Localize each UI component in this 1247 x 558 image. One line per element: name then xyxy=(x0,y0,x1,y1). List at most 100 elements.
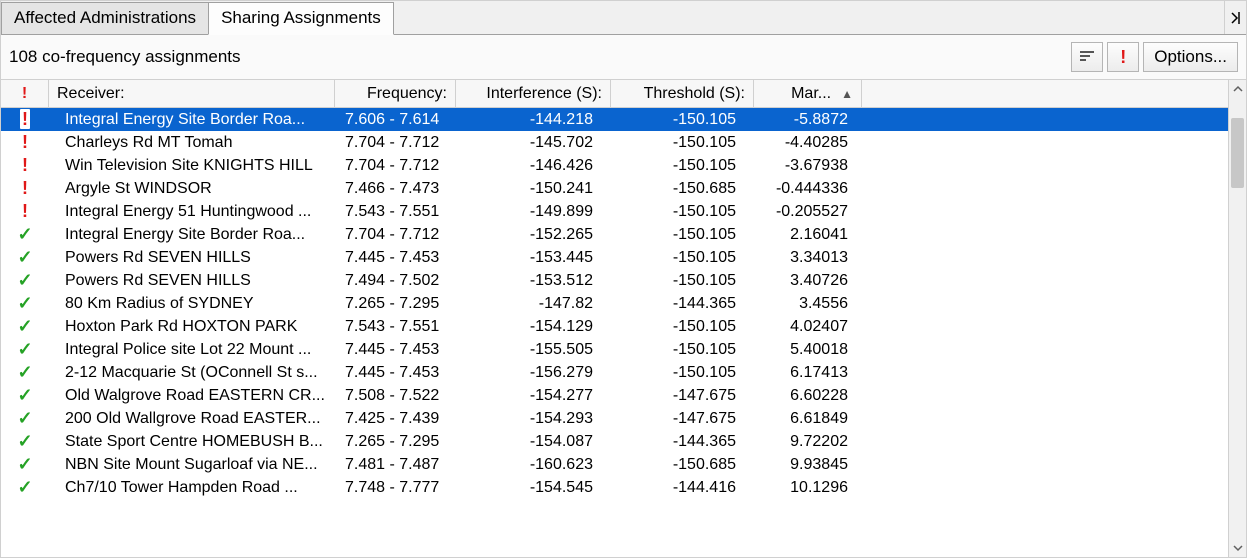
receiver-cell: Integral Police site Lot 22 Mount ... xyxy=(49,341,335,359)
exclamation-icon: ! xyxy=(22,201,28,221)
panel-root: Affected Administrations Sharing Assignm… xyxy=(0,0,1247,558)
margin-cell: 6.60228 xyxy=(754,387,862,405)
column-header-interference[interactable]: Interference (S): xyxy=(456,80,611,107)
receiver-cell: Powers Rd SEVEN HILLS xyxy=(49,249,335,267)
status-cell: ! xyxy=(1,155,49,176)
check-icon: ✓ xyxy=(17,293,32,313)
receiver-cell: Charleys Rd MT Tomah xyxy=(49,134,335,152)
exclamation-icon: ! xyxy=(20,109,30,129)
table-row[interactable]: ✓NBN Site Mount Sugarloaf via NE...7.481… xyxy=(1,453,1228,476)
scroll-down-button[interactable] xyxy=(1229,539,1246,557)
table-row[interactable]: !Win Television Site KNIGHTS HILL7.704 -… xyxy=(1,154,1228,177)
check-icon: ✓ xyxy=(17,454,32,474)
frequency-cell: 7.265 - 7.295 xyxy=(335,295,456,313)
interference-cell: -160.623 xyxy=(456,456,611,474)
frequency-cell: 7.704 - 7.712 xyxy=(335,226,456,244)
tab-strip: Affected Administrations Sharing Assignm… xyxy=(1,1,1246,35)
interference-cell: -152.265 xyxy=(456,226,611,244)
table-row[interactable]: ✓200 Old Wallgrove Road EASTER...7.425 -… xyxy=(1,407,1228,430)
warnings-tool-button[interactable]: ! xyxy=(1107,42,1139,72)
table-row[interactable]: ✓Powers Rd SEVEN HILLS7.494 - 7.502-153.… xyxy=(1,269,1228,292)
margin-cell: 4.02407 xyxy=(754,318,862,336)
options-button[interactable]: Options... xyxy=(1143,42,1238,72)
receiver-cell: Powers Rd SEVEN HILLS xyxy=(49,272,335,290)
tab-overflow-button[interactable] xyxy=(1224,1,1246,34)
exclamation-icon: ! xyxy=(22,132,28,152)
interference-cell: -153.445 xyxy=(456,249,611,267)
frequency-cell: 7.494 - 7.502 xyxy=(335,272,456,290)
status-cell: ✓ xyxy=(1,293,49,314)
frequency-cell: 7.445 - 7.453 xyxy=(335,364,456,382)
table-row[interactable]: ✓Integral Police site Lot 22 Mount ...7.… xyxy=(1,338,1228,361)
interference-cell: -149.899 xyxy=(456,203,611,221)
scroll-up-button[interactable] xyxy=(1229,80,1246,98)
table-row[interactable]: ✓Ch7/10 Tower Hampden Road ...7.748 - 7.… xyxy=(1,476,1228,499)
status-cell: ✓ xyxy=(1,316,49,337)
frequency-cell: 7.543 - 7.551 xyxy=(335,318,456,336)
table-row[interactable]: ✓Integral Energy Site Border Roa...7.704… xyxy=(1,223,1228,246)
margin-cell: 10.1296 xyxy=(754,479,862,497)
check-icon: ✓ xyxy=(17,408,32,428)
scroll-thumb[interactable] xyxy=(1231,118,1244,188)
check-icon: ✓ xyxy=(17,431,32,451)
margin-cell: 9.72202 xyxy=(754,433,862,451)
check-icon: ✓ xyxy=(17,385,32,405)
status-cell: ✓ xyxy=(1,247,49,268)
frequency-cell: 7.425 - 7.439 xyxy=(335,410,456,428)
scroll-track[interactable] xyxy=(1229,98,1246,539)
threshold-cell: -150.105 xyxy=(611,249,754,267)
table-row[interactable]: !Integral Energy Site Border Roa...7.606… xyxy=(1,108,1228,131)
margin-cell: -0.205527 xyxy=(754,203,862,221)
receiver-cell: 80 Km Radius of SYDNEY xyxy=(49,295,335,313)
receiver-cell: Ch7/10 Tower Hampden Road ... xyxy=(49,479,335,497)
margin-cell: 9.93845 xyxy=(754,456,862,474)
column-header-status[interactable]: ! xyxy=(1,80,49,107)
tab-affected-administrations[interactable]: Affected Administrations xyxy=(1,2,209,35)
table-row[interactable]: !Integral Energy 51 Huntingwood ...7.543… xyxy=(1,200,1228,223)
status-cell: ✓ xyxy=(1,477,49,498)
frequency-cell: 7.543 - 7.551 xyxy=(335,203,456,221)
frequency-cell: 7.748 - 7.777 xyxy=(335,479,456,497)
column-header-margin[interactable]: Mar... ▲ xyxy=(754,80,862,107)
assignments-grid: ! Receiver: Frequency: Interference (S):… xyxy=(1,79,1246,557)
interference-cell: -144.218 xyxy=(456,111,611,129)
table-row[interactable]: !Argyle St WINDSOR7.466 - 7.473-150.241-… xyxy=(1,177,1228,200)
status-cell: ✓ xyxy=(1,224,49,245)
sort-tool-button[interactable] xyxy=(1071,42,1103,72)
status-cell: ✓ xyxy=(1,339,49,360)
table-row[interactable]: ✓State Sport Centre HOMEBUSH B...7.265 -… xyxy=(1,430,1228,453)
column-header-receiver[interactable]: Receiver: xyxy=(49,80,335,107)
grid-body: !Integral Energy Site Border Roa...7.606… xyxy=(1,108,1228,557)
table-row[interactable]: ✓Powers Rd SEVEN HILLS7.445 - 7.453-153.… xyxy=(1,246,1228,269)
margin-cell: 5.40018 xyxy=(754,341,862,359)
tab-sharing-assignments[interactable]: Sharing Assignments xyxy=(208,2,394,35)
table-row[interactable]: ✓2-12 Macquarie St (OConnell St s...7.44… xyxy=(1,361,1228,384)
threshold-cell: -144.365 xyxy=(611,295,754,313)
interference-cell: -154.293 xyxy=(456,410,611,428)
interference-cell: -145.702 xyxy=(456,134,611,152)
threshold-cell: -150.105 xyxy=(611,341,754,359)
frequency-cell: 7.445 - 7.453 xyxy=(335,341,456,359)
frequency-cell: 7.704 - 7.712 xyxy=(335,134,456,152)
interference-cell: -154.545 xyxy=(456,479,611,497)
vertical-scrollbar[interactable] xyxy=(1228,80,1246,557)
receiver-cell: Integral Energy Site Border Roa... xyxy=(49,111,335,129)
receiver-cell: Old Walgrove Road EASTERN CR... xyxy=(49,387,335,405)
margin-cell: -5.8872 xyxy=(754,111,862,129)
receiver-cell: Integral Energy Site Border Roa... xyxy=(49,226,335,244)
column-header-frequency[interactable]: Frequency: xyxy=(335,80,456,107)
table-row[interactable]: ✓80 Km Radius of SYDNEY7.265 - 7.295-147… xyxy=(1,292,1228,315)
threshold-cell: -150.105 xyxy=(611,157,754,175)
frequency-cell: 7.466 - 7.473 xyxy=(335,180,456,198)
column-header-margin-label: Mar... xyxy=(791,85,831,103)
threshold-cell: -144.416 xyxy=(611,479,754,497)
threshold-cell: -147.675 xyxy=(611,387,754,405)
status-cell: ✓ xyxy=(1,270,49,291)
table-row[interactable]: ! Charleys Rd MT Tomah7.704 - 7.712-145.7… xyxy=(1,131,1228,154)
table-row[interactable]: ✓Old Walgrove Road EASTERN CR...7.508 - … xyxy=(1,384,1228,407)
status-cell: ✓ xyxy=(1,431,49,452)
exclamation-icon: ! xyxy=(22,155,28,175)
column-header-threshold[interactable]: Threshold (S): xyxy=(611,80,754,107)
threshold-cell: -150.105 xyxy=(611,364,754,382)
table-row[interactable]: ✓Hoxton Park Rd HOXTON PARK7.543 - 7.551… xyxy=(1,315,1228,338)
